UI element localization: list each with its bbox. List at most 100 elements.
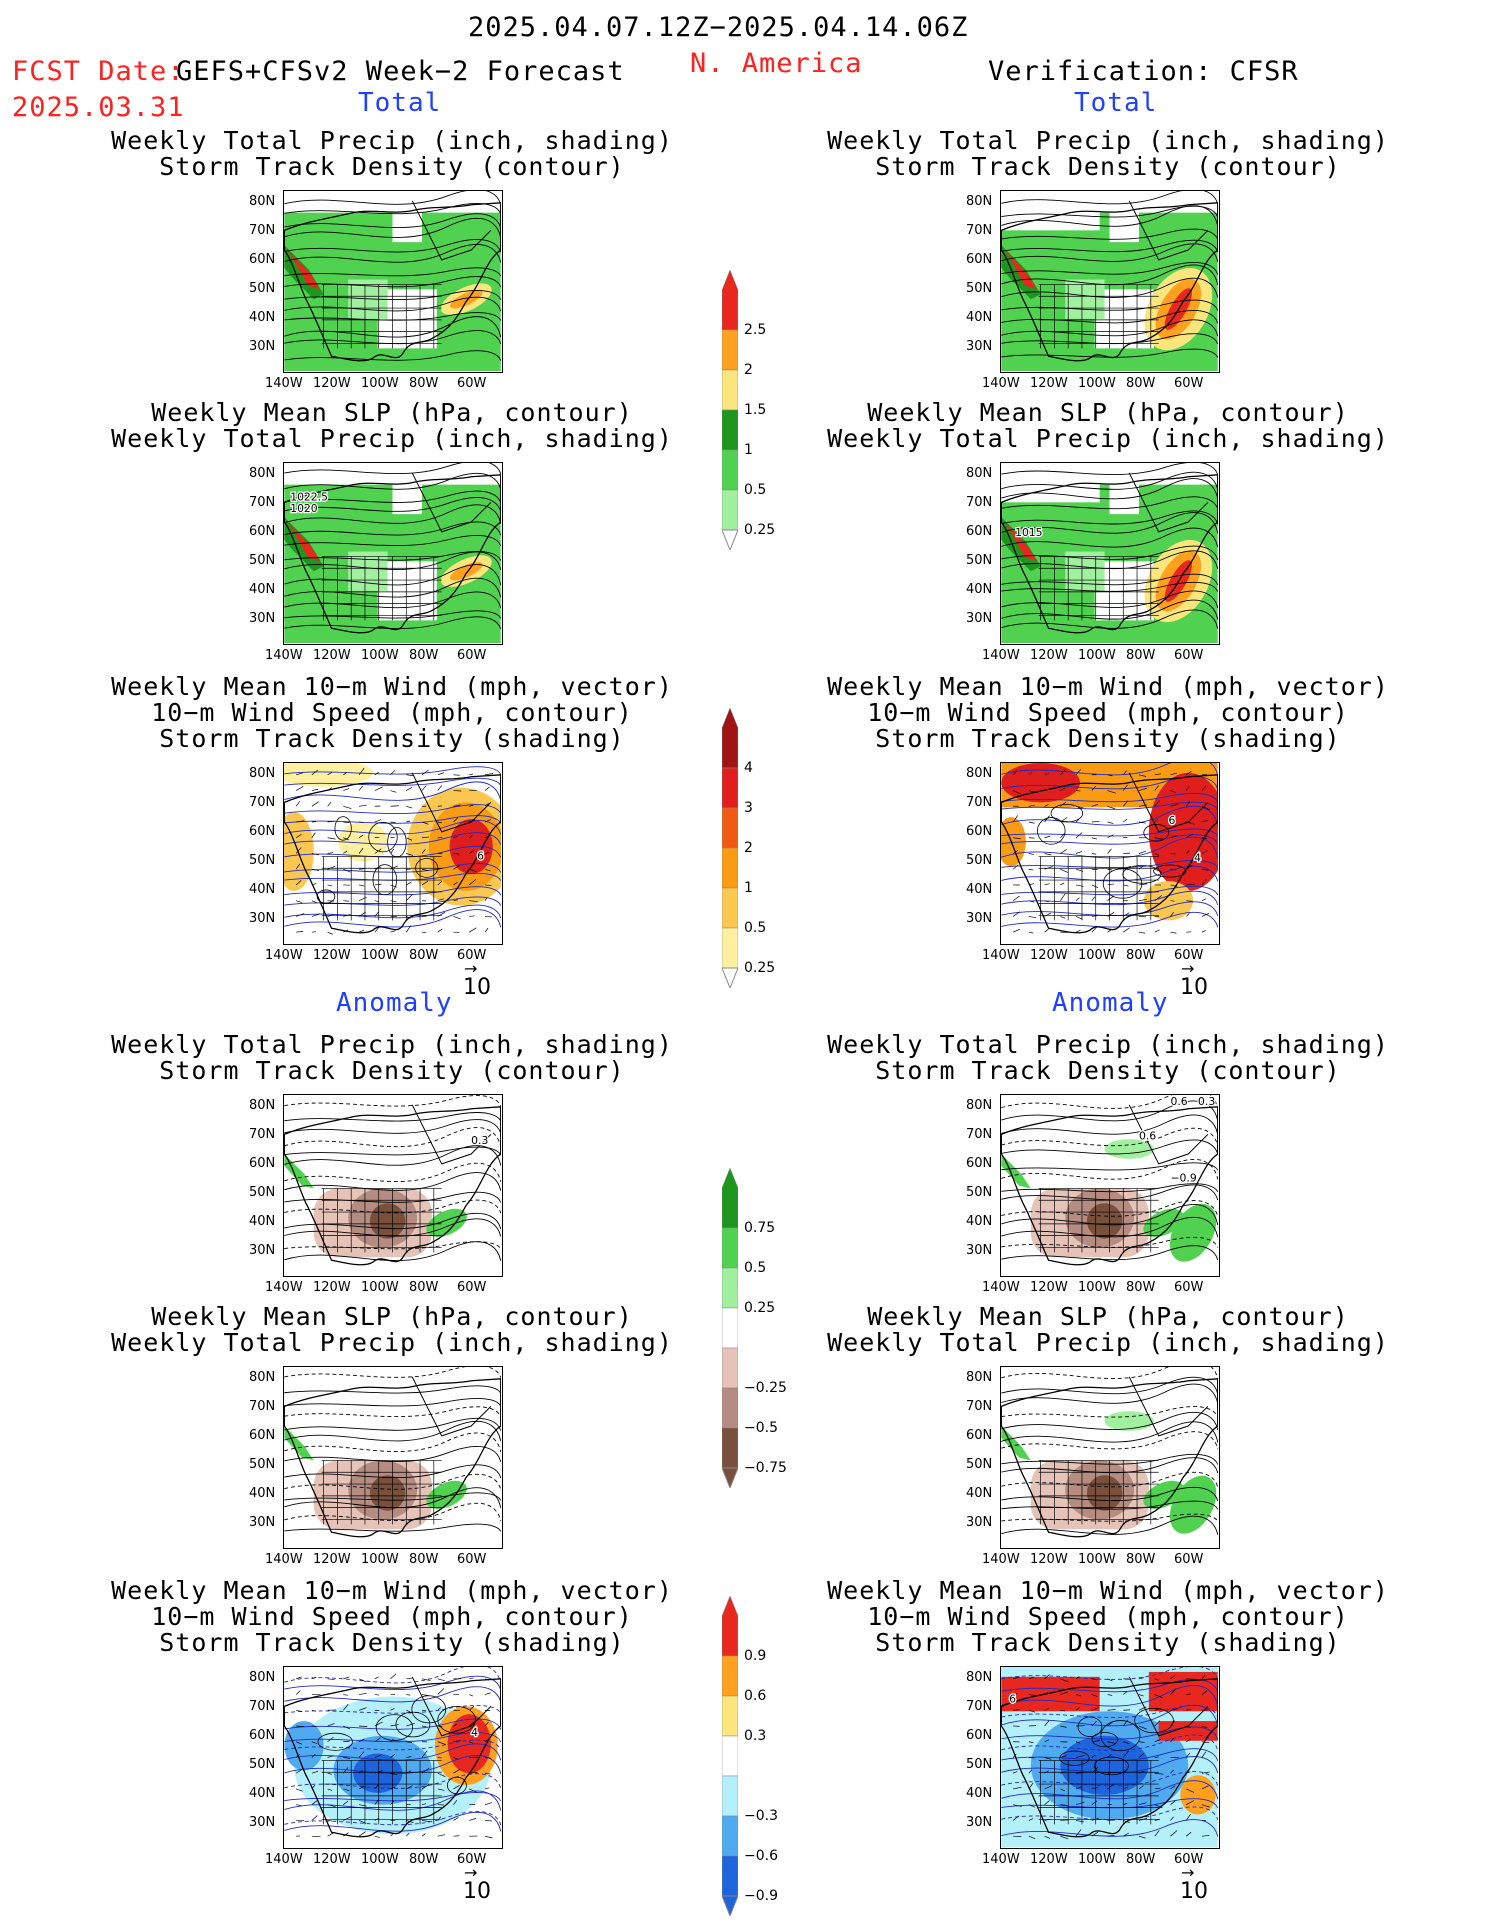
- lon-label-120W: 120W: [313, 948, 351, 963]
- lat-label-30N: 30N: [249, 1815, 276, 1830]
- lon-label-60W: 60W: [457, 1552, 487, 1567]
- lat-label-40N: 40N: [249, 882, 276, 897]
- lat-label-40N: 40N: [966, 310, 993, 325]
- lat-label-80N: 80N: [966, 194, 993, 209]
- lon-label-60W: 60W: [457, 648, 487, 663]
- colorbar-storm-anom-label-3: −0.3: [744, 1808, 778, 1824]
- lon-label-120W: 120W: [1030, 376, 1068, 391]
- lon-label-120W: 120W: [313, 1852, 351, 1867]
- lon-label-100W: 100W: [361, 1552, 399, 1567]
- map-panel-0-obs: [1000, 190, 1220, 373]
- colorbar-precip-anom-label-4: −0.5: [744, 1420, 778, 1436]
- model-title: GEFS+CFSv2 Week−2 Forecast: [176, 56, 625, 87]
- colorbar-precip-total-swatch-4: [721, 449, 739, 491]
- panel-title-5-obs-1: 10−m Wind Speed (mph, contour): [867, 1602, 1349, 1631]
- vector-ref-5-obs: 10: [1180, 1879, 1208, 1904]
- map-panel-0-fcst: [283, 190, 503, 373]
- lat-label-70N: 70N: [249, 1399, 276, 1414]
- colorbar-storm-anom-swatch-2: [721, 1695, 739, 1737]
- lat-label-50N: 50N: [966, 1757, 993, 1772]
- lon-label-140W: 140W: [265, 1852, 303, 1867]
- colorbar-storm-anom-label-5: −0.9: [744, 1888, 778, 1904]
- lon-label-60W: 60W: [457, 1852, 487, 1867]
- lon-label-60W: 60W: [1174, 1552, 1204, 1567]
- lon-label-120W: 120W: [313, 376, 351, 391]
- lat-label-70N: 70N: [249, 1699, 276, 1714]
- lon-label-80W: 80W: [409, 376, 439, 391]
- panel-title-3-fcst-1: Storm Track Density (contour): [159, 1056, 625, 1085]
- lat-label-30N: 30N: [249, 339, 276, 354]
- map-field-2-fcst: 6: [284, 763, 501, 935]
- map-field-4-obs: [1001, 1367, 1218, 1538]
- colorbar-precip-total-label-2: 1.5: [744, 402, 767, 418]
- lat-label-40N: 40N: [966, 1214, 993, 1229]
- lat-label-40N: 40N: [249, 310, 276, 325]
- map-panel-3-obs: 0.6 0.3 0.6 −0.9: [1000, 1094, 1220, 1277]
- lat-label-80N: 80N: [966, 466, 993, 481]
- vector-ref-5-fcst: 10: [463, 1879, 491, 1904]
- lat-label-70N: 70N: [249, 495, 276, 510]
- lon-label-100W: 100W: [1078, 1280, 1116, 1295]
- map-field-5-fcst: 4: [284, 1667, 501, 1839]
- lat-label-70N: 70N: [966, 1699, 993, 1714]
- lat-label-80N: 80N: [966, 766, 993, 781]
- lon-label-80W: 80W: [1126, 1280, 1156, 1295]
- lat-label-80N: 80N: [249, 466, 276, 481]
- panel-title-3-fcst-0: Weekly Total Precip (inch, shading): [111, 1030, 673, 1059]
- panel-title-2-obs-0: Weekly Mean 10−m Wind (mph, vector): [827, 672, 1389, 701]
- lon-label-80W: 80W: [409, 1852, 439, 1867]
- map-panel-5-obs: 6: [1000, 1666, 1220, 1849]
- colorbar-precip-total-swatch-1: [721, 329, 739, 371]
- panel-title-5-fcst-1: 10−m Wind Speed (mph, contour): [151, 1602, 633, 1631]
- lon-label-100W: 100W: [361, 1280, 399, 1295]
- colorbar-precip-total-swatch-3: [721, 409, 739, 451]
- panel-title-0-fcst-1: Storm Track Density (contour): [159, 152, 625, 181]
- lat-label-50N: 50N: [966, 281, 993, 296]
- lat-label-50N: 50N: [966, 553, 993, 568]
- fcst-date: 2025.03.31: [12, 92, 185, 123]
- lon-label-60W: 60W: [1174, 648, 1204, 663]
- panel-title-0-obs-0: Weekly Total Precip (inch, shading): [827, 126, 1389, 155]
- lat-label-80N: 80N: [966, 1670, 993, 1685]
- panel-title-4-obs-0: Weekly Mean SLP (hPa, contour): [867, 1302, 1349, 1331]
- panel-title-0-obs-1: Storm Track Density (contour): [875, 152, 1341, 181]
- colorbar-storm-anom-swatch-6: [721, 1855, 739, 1897]
- lon-label-80W: 80W: [1126, 1552, 1156, 1567]
- section-label-total-fcst: Total: [358, 88, 442, 118]
- lat-label-70N: 70N: [249, 795, 276, 810]
- vector-ref-arrow-icon: →: [1181, 1863, 1195, 1882]
- lon-label-120W: 120W: [313, 648, 351, 663]
- colorbar-precip-anom-swatch-2: [721, 1267, 739, 1309]
- lat-label-30N: 30N: [966, 339, 993, 354]
- vector-ref-arrow-icon: →: [464, 1863, 478, 1882]
- lon-label-120W: 120W: [313, 1552, 351, 1567]
- panel-title-5-obs-2: Storm Track Density (shading): [875, 1628, 1341, 1657]
- lat-label-40N: 40N: [249, 1786, 276, 1801]
- colorbar-precip-anom-svg: [721, 1167, 739, 1490]
- vector-ref-2-obs: 10: [1180, 975, 1208, 1000]
- colorbar-precip-total-swatch-2: [721, 369, 739, 411]
- lat-label-50N: 50N: [249, 553, 276, 568]
- lat-label-50N: 50N: [249, 1457, 276, 1472]
- lon-label-140W: 140W: [265, 376, 303, 391]
- colorbar-precip-total-label-3: 1: [744, 442, 753, 458]
- lon-label-100W: 100W: [1078, 1852, 1116, 1867]
- panel-title-2-obs-1: 10−m Wind Speed (mph, contour): [867, 698, 1349, 727]
- colorbar-precip-total-svg: [721, 269, 739, 552]
- lat-label-50N: 50N: [249, 281, 276, 296]
- colorbar-storm-total-label-1: 3: [744, 800, 753, 816]
- lat-label-70N: 70N: [966, 1127, 993, 1142]
- lon-label-140W: 140W: [982, 1552, 1020, 1567]
- colorbar-precip-total-label-5: 0.25: [744, 522, 776, 538]
- map-panel-1-obs: 1015: [1000, 462, 1220, 645]
- colorbar-storm-total-swatch-3: [721, 847, 739, 889]
- lon-label-80W: 80W: [1126, 948, 1156, 963]
- lon-label-140W: 140W: [265, 648, 303, 663]
- colorbar-precip-total-swatch-0: [721, 269, 739, 331]
- map-field-5-obs: 6: [1001, 1667, 1218, 1847]
- colorbar-precip-anom-swatch-1: [721, 1227, 739, 1269]
- lat-label-60N: 60N: [249, 1156, 276, 1171]
- lat-label-40N: 40N: [966, 1786, 993, 1801]
- lon-label-80W: 80W: [409, 948, 439, 963]
